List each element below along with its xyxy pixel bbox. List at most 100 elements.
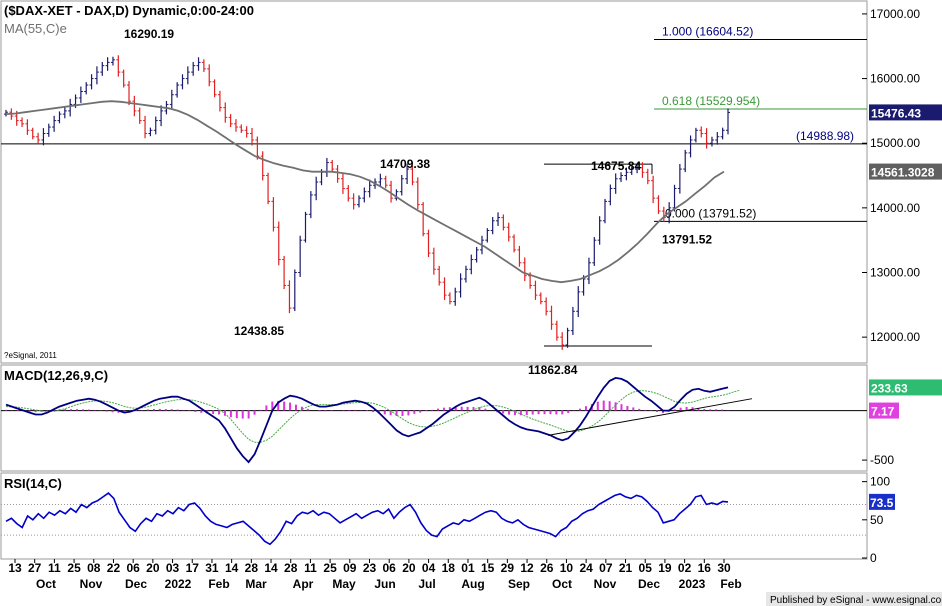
- resistance-label: (14988.98): [796, 129, 854, 143]
- macd-line: [5, 376, 729, 464]
- watermark: ?eSignal, 2011: [4, 351, 57, 360]
- x-month-label: Jun: [374, 577, 395, 591]
- x-day-label: 02: [678, 561, 692, 575]
- x-day-label: 14: [264, 561, 278, 575]
- x-month-label: Mar: [245, 577, 267, 591]
- x-day-label: 12: [520, 561, 534, 575]
- footer-bar: [766, 592, 942, 606]
- x-month-label: Jul: [418, 577, 435, 591]
- fib-label-618: 0.618 (15529.954): [662, 94, 760, 108]
- rsi-value-badge: [869, 493, 895, 510]
- x-day-label: 20: [402, 561, 416, 575]
- x-day-label: 20: [146, 561, 160, 575]
- macd-layer: -500 233.63 7.17: [1, 376, 942, 467]
- rsi-line: [5, 492, 729, 546]
- rsi-layer: 100 50 0 73.5: [1, 475, 895, 565]
- macd-value-badge: [869, 379, 942, 396]
- macd-tick-label: -500: [870, 453, 894, 467]
- macd-panel: [0, 364, 868, 472]
- price-tick-label: 15000.00: [870, 136, 920, 150]
- x-day-label: 27: [28, 561, 42, 575]
- rsi-panel: [0, 472, 868, 560]
- x-day-label: 24: [579, 561, 593, 575]
- x-day-label: 25: [323, 561, 337, 575]
- x-day-label: 30: [717, 561, 731, 575]
- x-day-label: 13: [8, 561, 22, 575]
- x-day-label: 05: [639, 561, 653, 575]
- price-tick-label: 14000.00: [870, 201, 920, 215]
- x-day-label: 16: [698, 561, 712, 575]
- x-day-label: 22: [107, 561, 121, 575]
- rsi-title: RSI(14,C): [4, 476, 62, 491]
- x-day-label: 14: [225, 561, 239, 575]
- x-month-label: 2023: [679, 577, 706, 591]
- x-day-label: 17: [186, 561, 200, 575]
- x-month-label: May: [332, 577, 356, 591]
- price-annotation: 12438.85: [234, 324, 284, 338]
- x-month-label: Feb: [208, 577, 229, 591]
- price-tick-label: 16000.00: [870, 72, 920, 86]
- x-day-label: 03: [166, 561, 180, 575]
- price-layer: 17000.00 16000.00 15000.00 14000.00 13000.00…: [1, 7, 942, 377]
- x-day-label: 08: [87, 561, 101, 575]
- price-tick-label: 12000.00: [870, 330, 920, 344]
- x-month-label: 2022: [165, 577, 192, 591]
- x-day-label: 25: [67, 561, 81, 575]
- x-day-label: 06: [383, 561, 397, 575]
- macd-trend-line: [547, 398, 753, 436]
- x-month-label: Dec: [125, 577, 147, 591]
- x-day-label: 10: [560, 561, 574, 575]
- price-annotation: 14675.84: [591, 159, 641, 173]
- x-month-label: Nov: [80, 577, 103, 591]
- x-month-label: Aug: [461, 577, 484, 591]
- last-price-badge: [869, 104, 942, 121]
- hist-value-badge: [869, 402, 899, 419]
- x-month-label: Feb: [720, 577, 741, 591]
- macd-signal-line: [5, 389, 740, 443]
- x-month-label: Sep: [508, 577, 530, 591]
- macd-title: MACD(12,26,9,C): [4, 368, 108, 383]
- macd-value-label: 233.63: [871, 381, 908, 395]
- x-day-label: 28: [245, 561, 259, 575]
- rsi-tick-label: 0: [870, 551, 877, 565]
- x-month-label: Dec: [638, 577, 660, 591]
- price-tick-label: 17000.00: [870, 7, 920, 21]
- ma-indicator-label: MA(55,C)e: [4, 21, 67, 36]
- ma55-line: [5, 100, 725, 284]
- x-day-label: 18: [442, 561, 456, 575]
- publisher-footer: Published by eSignal - www.esignal.com: [770, 595, 942, 606]
- fib-label-000: 0.000 (13791.52): [665, 206, 756, 220]
- x-day-label: 23: [363, 561, 377, 575]
- x-day-label: 01: [461, 561, 475, 575]
- x-day-label: 26: [540, 561, 554, 575]
- price-annotation: 11862.84: [528, 363, 578, 377]
- x-month-label: Oct: [552, 577, 572, 591]
- last-price-label: 15476.43: [871, 106, 921, 120]
- rsi-tick-label: 100: [870, 475, 890, 489]
- x-day-label: 19: [658, 561, 672, 575]
- ma-value-label: 14561.3028: [871, 166, 935, 180]
- x-day-label: 31: [205, 561, 219, 575]
- x-month-label: Oct: [36, 577, 56, 591]
- x-day-label: 15: [481, 561, 495, 575]
- ma-value-badge: [869, 163, 942, 180]
- price-panel: [0, 0, 868, 364]
- x-day-label: 11: [304, 561, 317, 575]
- x-day-label: 28: [284, 561, 298, 575]
- x-day-label: 21: [619, 561, 633, 575]
- price-title: ($DAX-XET - DAX,D) Dynamic,0:00-24:00: [4, 3, 254, 18]
- x-day-label: 07: [599, 561, 613, 575]
- fib-label-1000: 1.000 (16604.52): [662, 24, 753, 38]
- price-annotation: 13791.52: [662, 232, 712, 246]
- price-annotation: 16290.19: [124, 27, 174, 41]
- x-day-label: 11: [48, 561, 61, 575]
- x-month-label: Nov: [594, 577, 617, 591]
- x-month-label: Apr: [293, 577, 314, 591]
- x-axis-layer: 13 27 11 25 08 22 06 20 03 17 31 14 28 14 28 11 25 09 23 06…: [8, 559, 742, 591]
- price-tick-label: 13000.00: [870, 266, 920, 280]
- price-annotation: 14709.38: [380, 157, 430, 171]
- x-day-label: 04: [422, 561, 436, 575]
- rsi-tick-label: 50: [870, 513, 884, 527]
- x-day-label: 29: [501, 561, 515, 575]
